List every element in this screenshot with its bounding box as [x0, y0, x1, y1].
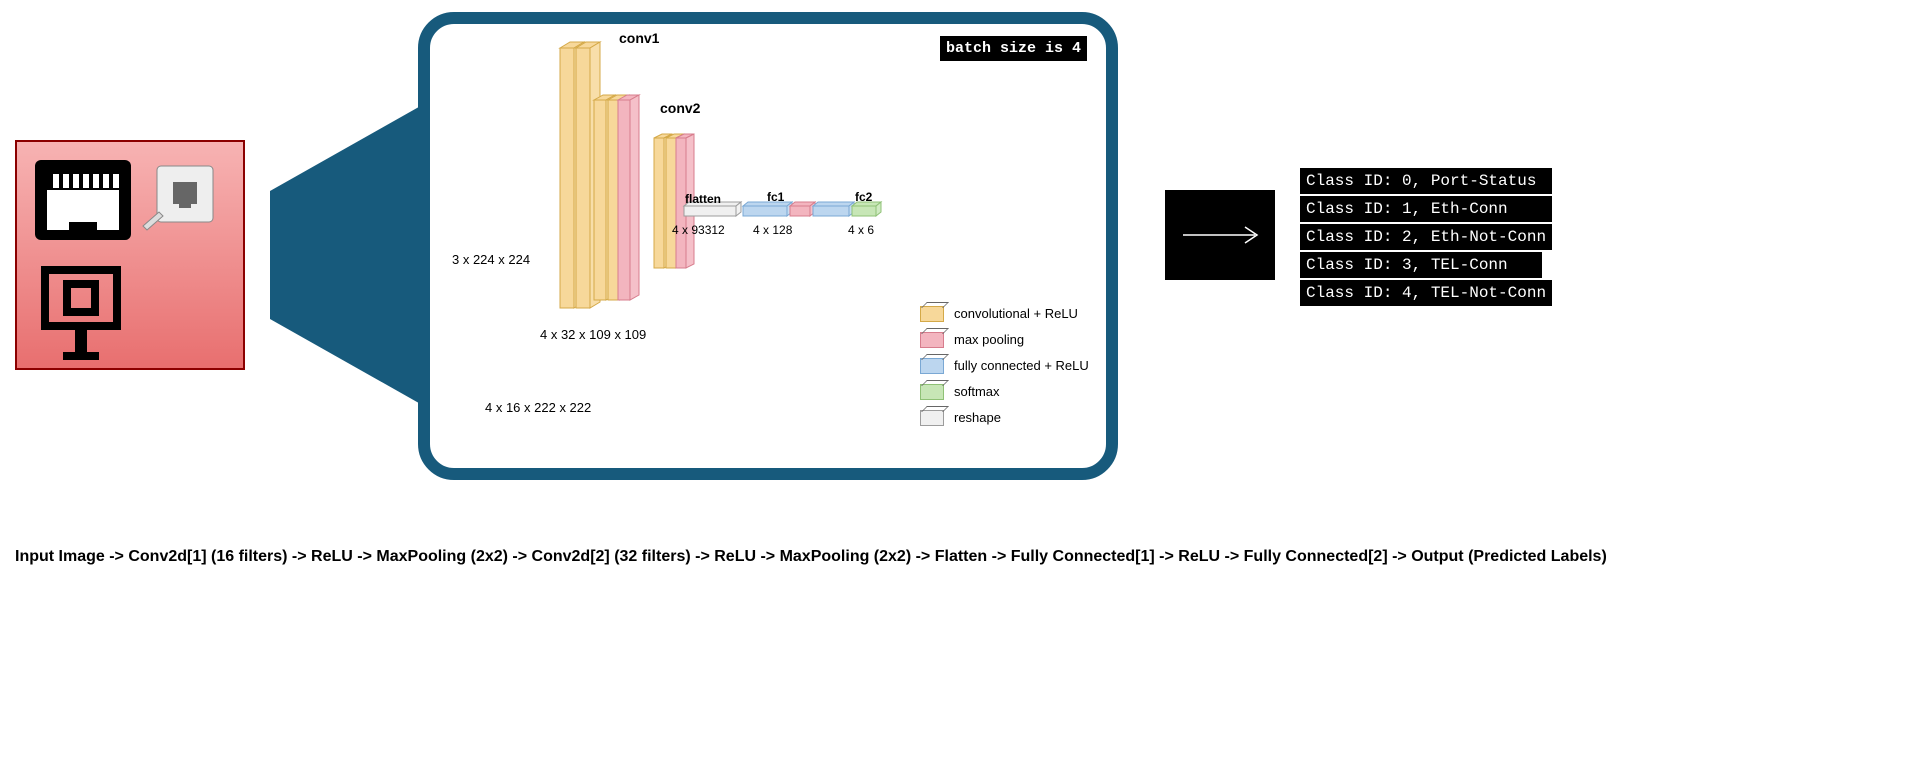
input-image	[15, 140, 245, 370]
layer-label: fc2	[855, 190, 872, 204]
layer-label: 4 x 93312	[672, 223, 725, 237]
arrow-box	[1165, 190, 1275, 280]
layer-label: 4 x 6	[848, 223, 874, 237]
layer-label: 4 x 32 x 109 x 109	[540, 327, 646, 342]
layer-label: conv1	[619, 30, 659, 46]
layer-label: flatten	[685, 192, 721, 206]
layer-label: fc1	[767, 190, 784, 204]
legend-label: reshape	[954, 405, 1001, 431]
layer-label: 3 x 224 x 224	[452, 252, 530, 267]
pipeline-caption: Input Image -> Conv2d[1] (16 filters) ->…	[15, 548, 1607, 566]
legend-swatch	[920, 384, 944, 400]
class-label: Class ID: 4, TEL-Not-Conn	[1300, 280, 1552, 306]
network-diagram	[440, 40, 900, 410]
class-label: Class ID: 0, Port-Status	[1300, 168, 1552, 194]
layer-label: 4 x 128	[753, 223, 792, 237]
legend-label: max pooling	[954, 327, 1024, 353]
layer-label: 4 x 16 x 222 x 222	[485, 400, 591, 415]
legend-swatch	[920, 332, 944, 348]
layer-label: conv2	[660, 100, 700, 116]
class-label: Class ID: 1, Eth-Conn	[1300, 196, 1552, 222]
class-label: Class ID: 2, Eth-Not-Conn	[1300, 224, 1552, 250]
legend-swatch	[920, 306, 944, 322]
class-label: Class ID: 3, TEL-Conn	[1300, 252, 1542, 278]
legend-label: fully connected + ReLU	[954, 353, 1089, 379]
legend-label: softmax	[954, 379, 1000, 405]
batch-size-label: batch size is 4	[940, 36, 1087, 61]
legend-swatch	[920, 358, 944, 374]
funnel-shape	[270, 95, 440, 415]
legend-swatch	[920, 410, 944, 426]
legend-label: convolutional + ReLU	[954, 301, 1078, 327]
legend: convolutional + ReLUmax poolingfully con…	[920, 300, 1089, 430]
